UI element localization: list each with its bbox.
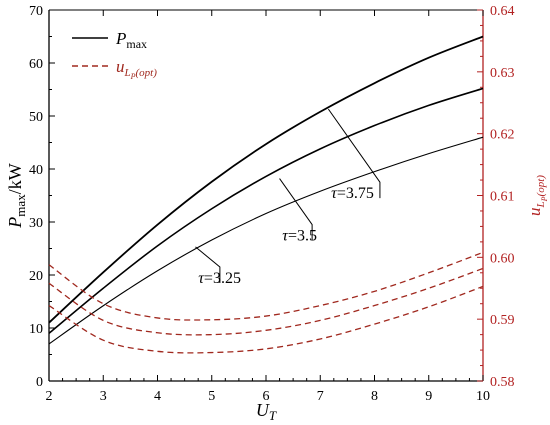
- u-opt-line-series: [48, 285, 484, 354]
- annotation-value: =3.5: [288, 228, 317, 245]
- x-tick-label: 9: [425, 389, 432, 404]
- annotation-leader: [279, 178, 313, 241]
- x-tick-label: 2: [46, 389, 53, 404]
- annotation-label: τ=3.25: [198, 270, 241, 287]
- annotation-value: =3.75: [337, 185, 374, 202]
- legend-u-tail: (opt): [136, 67, 158, 79]
- plot-layer: 2 3 4 5 6 7 8 9 10 0 10 20 30 40 50 60 70 0.58 0.59 0.60 0.6…: [5, 4, 549, 423]
- y-left-tick-label: 0: [36, 375, 43, 390]
- y-right-axis-label: uLP(opt): [525, 175, 549, 216]
- y-right-tick-label: 0.61: [490, 190, 515, 205]
- legend-u-subsub: P: [130, 72, 136, 81]
- y-left-tick-label: 50: [29, 110, 43, 125]
- annotation-leader: [327, 108, 381, 199]
- y-left-tick-label: 20: [29, 269, 43, 284]
- annotation-leader: [195, 246, 221, 283]
- y-right-label-base: u: [525, 207, 544, 216]
- x-axis-label-sub: T: [269, 408, 277, 423]
- y-left-tick-label: 10: [29, 322, 43, 337]
- y-right-tick-label: 0.62: [490, 128, 515, 143]
- x-axis-label: UT: [256, 400, 277, 423]
- annotation-tau: τ: [331, 185, 338, 202]
- pmax-line-series: [48, 35, 484, 324]
- y-right-tick-label: 0.64: [490, 4, 515, 19]
- pmax-line-series: [48, 87, 484, 334]
- legend-pmax-sub: max: [126, 37, 147, 51]
- y-right-label-subsub: P: [540, 196, 549, 202]
- y-left-tick-label: 70: [29, 4, 43, 19]
- annotation-value: =3.25: [204, 270, 241, 287]
- y-right-label-sub: L: [535, 201, 547, 208]
- legend-u-sub: L: [124, 67, 131, 79]
- y-right-tick-label: 0.60: [490, 251, 515, 266]
- annotation-tau: τ: [198, 270, 205, 287]
- x-tick-label: 3: [100, 389, 107, 404]
- x-tick-label: 5: [208, 389, 215, 404]
- y-right-tick-label: 0.63: [490, 66, 515, 81]
- annotation-label: τ=3.5: [282, 228, 317, 245]
- y-left-tick-label: 60: [29, 57, 43, 72]
- y-left-label-sub: max: [13, 194, 28, 217]
- y-left-tick-label: 40: [29, 163, 43, 178]
- legend-pmax-base: P: [115, 29, 126, 48]
- u-opt-line-series: [48, 267, 484, 336]
- legend-u-label: uLP(opt): [116, 57, 157, 81]
- x-tick-label: 8: [371, 389, 378, 404]
- annotation-label: τ=3.75: [331, 185, 374, 202]
- y-right-label-tail: (opt): [535, 175, 547, 197]
- y-left-tick-label: 30: [29, 216, 43, 231]
- u-opt-line-series: [48, 251, 484, 321]
- annotation-tau: τ: [282, 228, 289, 245]
- y-left-label-base: P: [5, 217, 25, 229]
- legend-u-base: u: [116, 57, 125, 76]
- x-tick-label: 4: [154, 389, 161, 404]
- x-axis-label-base: U: [256, 400, 270, 420]
- x-tick-label: 10: [476, 389, 490, 404]
- legend-pmax-label: Pmax: [115, 29, 147, 51]
- x-tick-label: 7: [317, 389, 324, 404]
- y-left-axis-label: Pmax/kW: [5, 163, 28, 228]
- x-tick-label: 6: [263, 389, 270, 404]
- y-left-label-tail: /kW: [5, 163, 25, 194]
- y-right-tick-label: 0.58: [490, 375, 515, 390]
- y-right-tick-label: 0.59: [490, 313, 515, 328]
- pmax-line-series: [48, 136, 484, 345]
